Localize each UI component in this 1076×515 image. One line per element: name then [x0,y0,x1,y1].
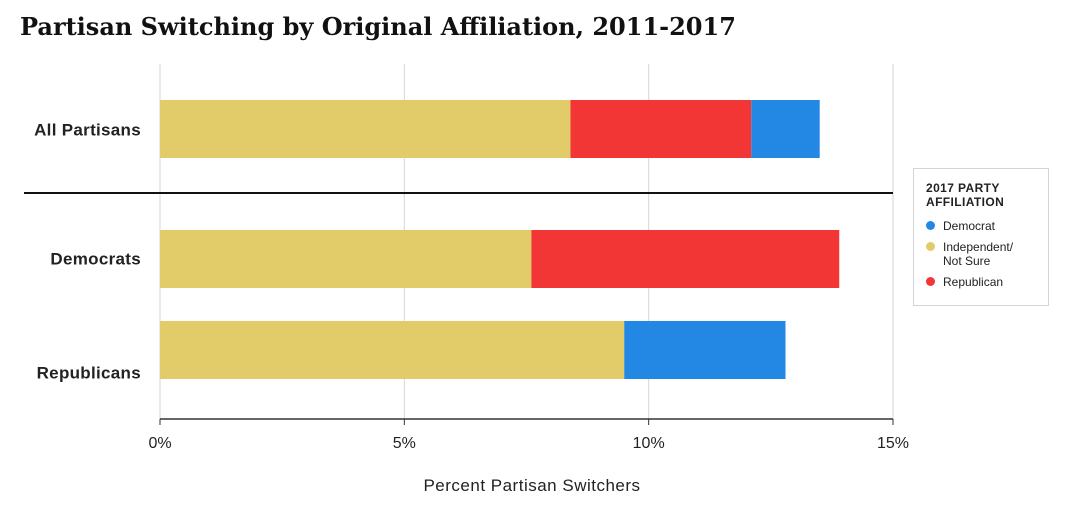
legend-label-democrat: Democrat [943,219,996,233]
legend-title: 2017 PARTY AFFILIATION [926,181,1005,209]
legend-label-independent-line-2: Not Sure [943,254,991,268]
legend-item-democrat: Democrat [926,219,1038,233]
chart-title: Partisan Switching by Original Affiliati… [20,12,736,41]
x-tick-label: 10% [633,435,665,452]
x-tick-label: 5% [393,435,416,452]
bar-segment [624,321,786,379]
legend-label-republican: Republican [943,275,1004,289]
bar-segment [531,230,840,288]
bar-segment [160,100,571,158]
legend-swatch-democrat [926,221,935,230]
x-axis-title: Percent Partisan Switchers [423,476,640,495]
category-label: Republicans [37,363,141,382]
bar-segment [160,321,625,379]
bar-segment [570,100,752,158]
category-label: Democrats [50,249,141,268]
legend-item-republican: Republican [926,275,1038,289]
legend-swatch-republican [926,277,935,286]
legend-swatch-independent [926,242,935,251]
legend-label-independent: Independent/ Not Sure [943,240,1013,268]
legend-label-independent-line-1: Independent/ [943,240,1014,254]
x-tick-label: 0% [148,435,171,452]
category-label: All Partisans [34,120,141,139]
bar-segment [751,100,820,158]
chart-legend: 2017 PARTY AFFILIATION Democrat Independ… [913,168,1049,306]
legend-item-independent: Independent/ Not Sure [926,240,1038,268]
bar-segment [160,230,532,288]
x-tick-label: 15% [877,435,909,452]
